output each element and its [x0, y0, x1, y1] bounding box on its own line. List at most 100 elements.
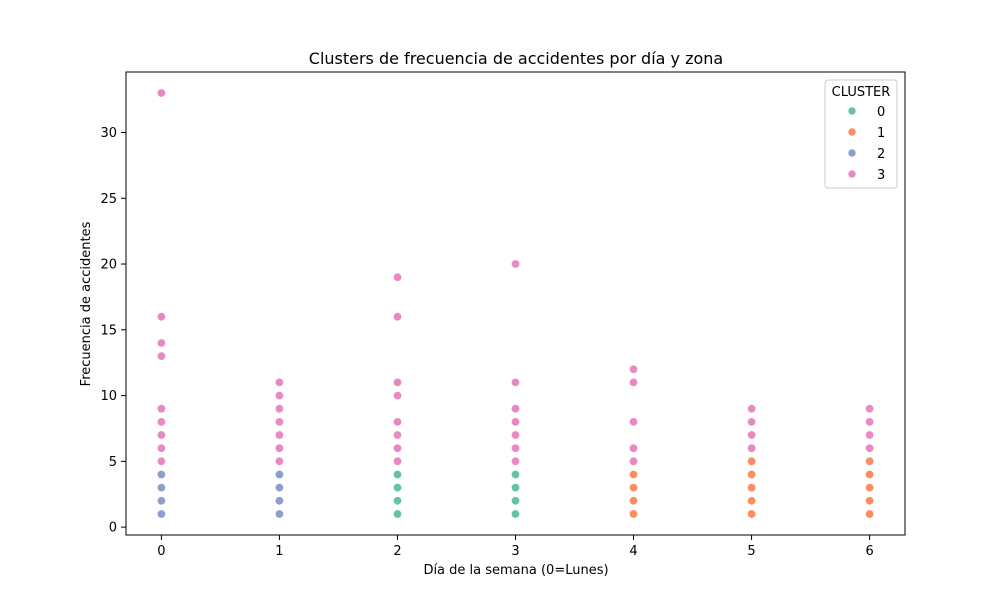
x-tick-label: 6 — [865, 544, 873, 559]
x-tick-label: 4 — [629, 544, 637, 559]
data-point-cluster-3 — [510, 456, 520, 466]
data-point-cluster-3 — [865, 430, 875, 440]
data-point-cluster-1 — [747, 509, 757, 519]
data-point-cluster-2 — [274, 509, 284, 519]
data-point-cluster-3 — [628, 443, 638, 453]
data-point-cluster-3 — [392, 430, 402, 440]
data-point-cluster-3 — [510, 404, 520, 414]
data-point-cluster-2 — [156, 469, 166, 479]
data-point-cluster-3 — [628, 364, 638, 374]
data-point-cluster-0 — [510, 496, 520, 506]
data-point-cluster-3 — [392, 272, 402, 282]
data-point-cluster-1 — [865, 509, 875, 519]
data-point-cluster-0 — [392, 469, 402, 479]
data-point-cluster-3 — [865, 417, 875, 427]
data-point-cluster-3 — [392, 377, 402, 387]
data-point-cluster-3 — [156, 88, 166, 98]
data-point-cluster-2 — [274, 496, 284, 506]
data-point-cluster-3 — [156, 443, 166, 453]
y-tick-label: 0 — [109, 521, 117, 536]
y-tick-label: 20 — [100, 258, 117, 273]
data-point-cluster-3 — [156, 456, 166, 466]
data-point-cluster-3 — [628, 377, 638, 387]
x-tick-label: 0 — [157, 544, 165, 559]
data-point-cluster-0 — [510, 483, 520, 493]
legend-box — [824, 79, 898, 189]
data-point-cluster-1 — [628, 496, 638, 506]
data-points — [156, 88, 875, 519]
data-point-cluster-3 — [747, 443, 757, 453]
data-point-cluster-3 — [628, 456, 638, 466]
y-axis-label: Frecuencia de accidentes — [79, 221, 94, 386]
data-point-cluster-3 — [274, 391, 284, 401]
data-point-cluster-1 — [628, 469, 638, 479]
data-point-cluster-3 — [510, 377, 520, 387]
y-tick-label: 15 — [100, 323, 117, 338]
legend-label-3: 3 — [877, 168, 885, 183]
data-point-cluster-3 — [392, 391, 402, 401]
legend: CLUSTER 0 1 2 3 — [824, 79, 898, 189]
x-tick-label: 5 — [747, 544, 755, 559]
data-point-cluster-0 — [392, 483, 402, 493]
data-point-cluster-2 — [274, 469, 284, 479]
data-point-cluster-1 — [747, 469, 757, 479]
data-point-cluster-0 — [392, 509, 402, 519]
data-point-cluster-2 — [156, 509, 166, 519]
x-tick-label: 2 — [393, 544, 401, 559]
data-point-cluster-3 — [865, 443, 875, 453]
y-axis-ticks: 0 5 10 15 20 25 30 — [100, 126, 126, 536]
legend-marker-3 — [847, 169, 857, 179]
data-point-cluster-1 — [747, 456, 757, 466]
data-point-cluster-3 — [274, 377, 284, 387]
chart-title: Clusters de frecuencia de accidentes por… — [309, 49, 723, 68]
data-point-cluster-0 — [510, 469, 520, 479]
data-point-cluster-3 — [628, 417, 638, 427]
data-point-cluster-2 — [156, 483, 166, 493]
data-point-cluster-3 — [747, 404, 757, 414]
data-point-cluster-1 — [628, 509, 638, 519]
data-point-cluster-3 — [392, 312, 402, 322]
legend-marker-0 — [847, 106, 857, 116]
data-point-cluster-3 — [510, 443, 520, 453]
y-tick-label: 5 — [109, 455, 117, 470]
legend-label-0: 0 — [877, 105, 885, 120]
legend-title: CLUSTER — [832, 85, 891, 100]
legend-label-1: 1 — [877, 126, 885, 141]
legend-marker-1 — [847, 127, 857, 137]
data-point-cluster-3 — [510, 259, 520, 269]
data-point-cluster-3 — [392, 417, 402, 427]
data-point-cluster-3 — [392, 456, 402, 466]
data-point-cluster-1 — [865, 456, 875, 466]
data-point-cluster-1 — [628, 483, 638, 493]
data-point-cluster-2 — [274, 483, 284, 493]
x-axis-label: Día de la semana (0=Lunes) — [423, 563, 608, 578]
data-point-cluster-1 — [865, 469, 875, 479]
data-point-cluster-3 — [747, 430, 757, 440]
data-point-cluster-3 — [865, 404, 875, 414]
data-point-cluster-3 — [274, 456, 284, 466]
data-point-cluster-2 — [156, 496, 166, 506]
data-point-cluster-0 — [392, 496, 402, 506]
data-point-cluster-3 — [156, 312, 166, 322]
data-point-cluster-3 — [156, 351, 166, 361]
data-point-cluster-3 — [156, 404, 166, 414]
data-point-cluster-1 — [865, 483, 875, 493]
data-point-cluster-3 — [510, 430, 520, 440]
x-tick-label: 3 — [511, 544, 519, 559]
data-point-cluster-3 — [156, 338, 166, 348]
data-point-cluster-3 — [274, 417, 284, 427]
x-axis-ticks: 0 1 2 3 4 5 6 — [157, 535, 874, 559]
data-point-cluster-3 — [156, 417, 166, 427]
data-point-cluster-0 — [510, 509, 520, 519]
data-point-cluster-3 — [156, 430, 166, 440]
legend-marker-2 — [847, 148, 857, 158]
y-tick-label: 25 — [100, 192, 117, 207]
legend-label-2: 2 — [877, 147, 885, 162]
data-point-cluster-1 — [747, 483, 757, 493]
y-tick-label: 10 — [100, 389, 117, 404]
data-point-cluster-3 — [747, 417, 757, 427]
data-point-cluster-3 — [510, 417, 520, 427]
data-point-cluster-3 — [274, 443, 284, 453]
data-point-cluster-3 — [274, 404, 284, 414]
